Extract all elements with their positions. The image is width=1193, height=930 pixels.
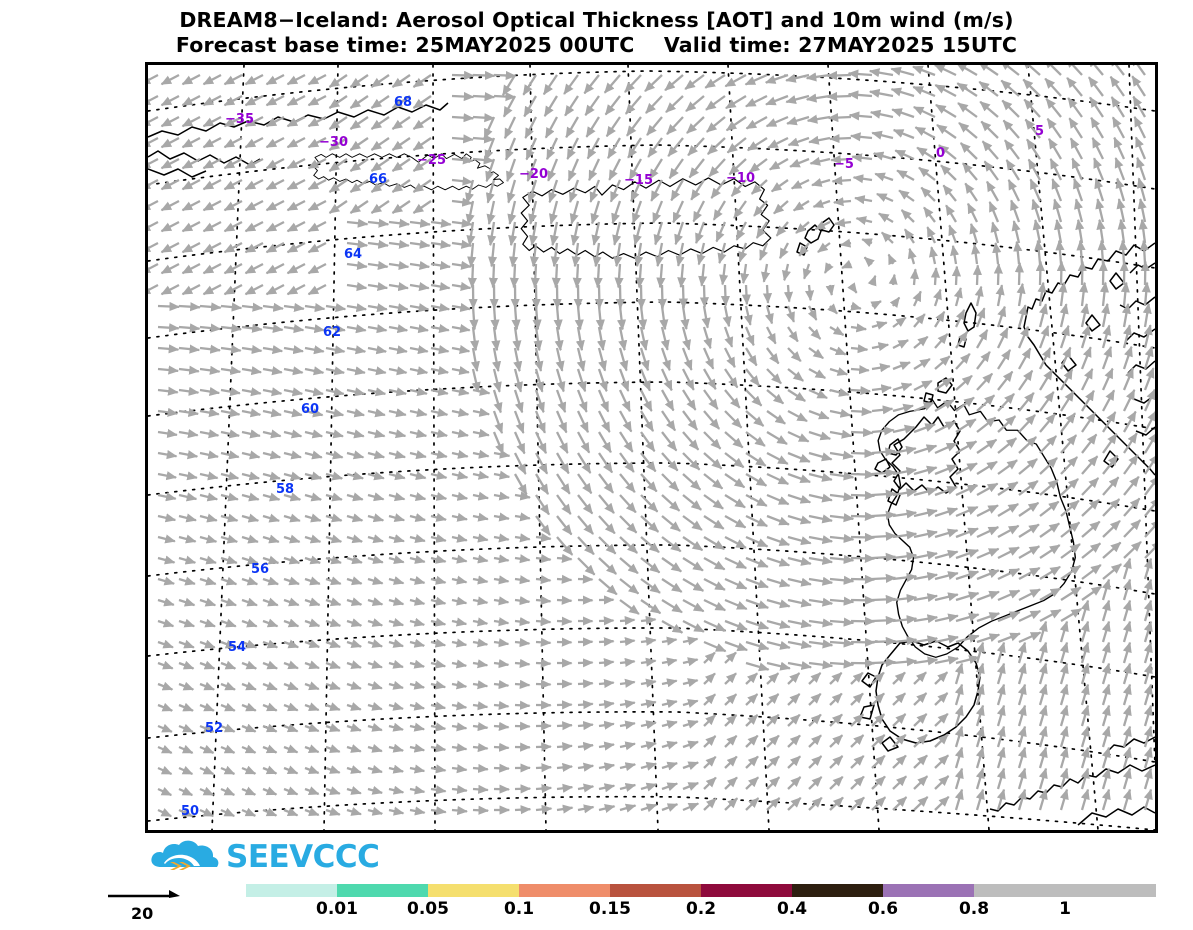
colorbar-tick-5: 0.4 <box>776 899 808 919</box>
wind-scale-value: 20 <box>131 904 154 923</box>
colorbar-segment-4 <box>610 884 701 897</box>
shetland-isles <box>963 302 977 332</box>
coastlines <box>148 102 1155 826</box>
iceland-coast <box>313 153 504 191</box>
colorbar-segment-6 <box>792 884 883 897</box>
france-coast <box>1077 806 1155 826</box>
colorbar-segment-7 <box>883 884 974 897</box>
colorbar-tick-2: 0.1 <box>503 899 535 919</box>
colorbar-tick-6: 0.6 <box>867 899 899 919</box>
colorbar-segment-0 <box>246 884 337 897</box>
chart-title-block: DREAM8−Iceland: Aerosol Optical Thicknes… <box>0 8 1193 58</box>
colorbar-tick-4: 0.2 <box>685 899 717 919</box>
aot-colorbar-ticks: 0.01 0.05 0.1 0.15 0.2 0.4 0.6 0.8 1 <box>246 899 1156 921</box>
colorbar-segment-8 <box>974 884 1065 897</box>
colorbar-segment-9 <box>1065 884 1156 897</box>
colorbar-tick-0: 0.01 <box>316 899 358 919</box>
logo-text: SEEVCCC <box>226 838 380 875</box>
colorbar-tick-3: 0.15 <box>589 899 631 919</box>
aot-colorbar[interactable] <box>246 884 1156 897</box>
colorbar-segment-2 <box>428 884 519 897</box>
colorbar-segment-3 <box>519 884 610 897</box>
map-plot-area[interactable]: 68 66 64 62 60 58 56 54 52 50 −35 −30 −25 −20 −15 −10 −5… <box>145 62 1158 833</box>
map-canvas <box>148 65 1155 830</box>
colorbar-tick-8: 1 <box>1059 899 1071 919</box>
ireland-coast <box>875 640 981 744</box>
wind-vector-field <box>148 65 1155 818</box>
wind-arrow-icon <box>108 890 180 898</box>
page-title: DREAM8−Iceland: Aerosol Optical Thicknes… <box>179 8 1014 32</box>
cloud-chevron-icon <box>151 840 219 870</box>
wind-scale-legend: 20 <box>106 888 218 928</box>
colorbar-segment-1 <box>337 884 428 897</box>
seevccc-logo: SEEVCCC <box>148 836 380 878</box>
chart-subtitle: Forecast base time: 25MAY2025 00UTC Vali… <box>175 33 1018 57</box>
colorbar-tick-1: 0.05 <box>407 899 449 919</box>
colorbar-tick-7: 0.8 <box>958 899 990 919</box>
colorbar-segment-5 <box>701 884 792 897</box>
